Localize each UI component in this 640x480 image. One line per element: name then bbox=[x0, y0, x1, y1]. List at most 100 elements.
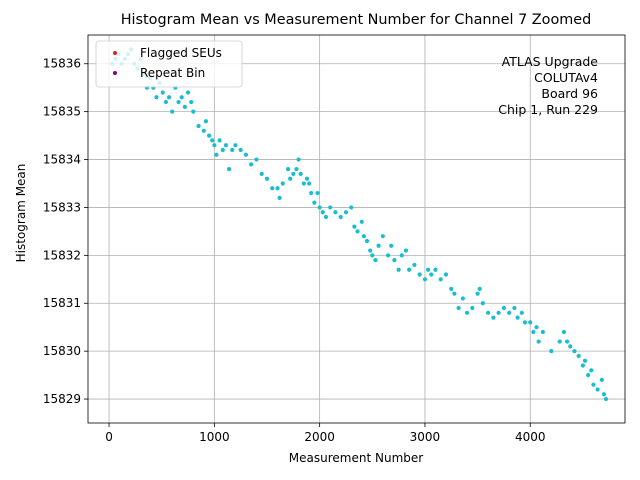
plot-frame bbox=[87, 34, 626, 424]
data-point bbox=[507, 310, 512, 315]
legend-marker bbox=[113, 71, 117, 75]
data-point bbox=[291, 171, 296, 177]
data-point bbox=[294, 167, 299, 172]
data-point bbox=[536, 339, 541, 344]
x-tick-label: 1000 bbox=[199, 430, 230, 444]
data-point bbox=[480, 301, 485, 306]
legend-label: Repeat Bin bbox=[140, 66, 205, 80]
data-point bbox=[501, 305, 507, 311]
x-tick-label: 4000 bbox=[515, 430, 546, 444]
data-point bbox=[206, 133, 212, 138]
data-point bbox=[412, 262, 417, 268]
data-point bbox=[285, 167, 291, 172]
x-tick-label: 3000 bbox=[410, 430, 441, 444]
x-tick-label: 0 bbox=[105, 430, 113, 444]
data-point bbox=[449, 286, 454, 291]
data-point bbox=[296, 157, 301, 162]
data-point bbox=[486, 310, 491, 315]
data-point bbox=[259, 171, 264, 177]
y-tick-label: 15836 bbox=[43, 57, 81, 71]
data-point bbox=[496, 310, 501, 315]
data-point bbox=[475, 291, 480, 296]
data-point bbox=[226, 167, 232, 172]
data-point bbox=[223, 143, 229, 148]
data-point bbox=[385, 253, 391, 258]
data-point bbox=[373, 258, 378, 263]
data-point bbox=[603, 396, 609, 402]
annotation-line: Chip 1, Run 229 bbox=[498, 102, 598, 117]
data-point bbox=[352, 224, 357, 229]
data-point bbox=[203, 119, 209, 124]
data-point bbox=[196, 123, 201, 129]
data-point bbox=[233, 143, 238, 148]
data-point bbox=[277, 195, 282, 200]
chart-title: Histogram Mean vs Measurement Number for… bbox=[121, 12, 592, 28]
data-point bbox=[280, 181, 285, 186]
x-axis-ticks: 0 1000 2000 3000 4000 bbox=[105, 423, 546, 444]
data-point bbox=[214, 152, 219, 157]
data-point bbox=[307, 181, 312, 186]
data-point bbox=[417, 272, 422, 277]
data-point bbox=[512, 305, 517, 311]
data-point bbox=[572, 349, 577, 354]
data-point bbox=[312, 200, 317, 205]
data-point bbox=[380, 234, 385, 239]
data-point bbox=[561, 329, 567, 335]
data-point bbox=[355, 229, 360, 234]
legend-label: Flagged SEUs bbox=[140, 46, 222, 60]
data-point bbox=[201, 128, 206, 133]
data-point bbox=[191, 109, 196, 114]
data-point bbox=[392, 258, 397, 263]
data-point bbox=[304, 176, 310, 181]
y-tick-label: 15833 bbox=[43, 200, 81, 214]
data-point bbox=[599, 377, 604, 382]
data-point bbox=[549, 349, 554, 354]
data-point bbox=[212, 143, 217, 148]
y-tick-label: 15831 bbox=[43, 296, 81, 310]
data-point bbox=[182, 104, 187, 109]
data-point bbox=[338, 214, 343, 220]
data-point bbox=[601, 392, 607, 397]
data-point bbox=[522, 320, 528, 325]
data-point bbox=[166, 95, 172, 100]
data-point bbox=[534, 325, 539, 330]
data-point bbox=[163, 99, 169, 105]
data-point bbox=[403, 248, 409, 253]
annotation-line: ATLAS Upgrade bbox=[502, 54, 599, 69]
data-point bbox=[591, 382, 596, 387]
y-tick-label: 15832 bbox=[43, 248, 81, 262]
data-point bbox=[586, 372, 591, 378]
y-tick-label: 15834 bbox=[43, 153, 81, 167]
data-point bbox=[275, 186, 280, 191]
data-point bbox=[217, 138, 222, 143]
data-point bbox=[443, 272, 449, 277]
x-axis-label: Measurement Number bbox=[289, 451, 423, 465]
data-point bbox=[491, 315, 496, 320]
y-axis-label: Histogram Mean bbox=[14, 164, 28, 263]
data-point bbox=[464, 310, 470, 315]
data-point bbox=[264, 176, 270, 181]
data-point bbox=[470, 305, 475, 311]
data-point bbox=[580, 363, 585, 368]
data-point bbox=[429, 272, 434, 277]
data-point bbox=[477, 286, 482, 291]
data-point bbox=[343, 210, 349, 215]
data-point bbox=[456, 305, 461, 311]
data-point bbox=[170, 109, 175, 114]
data-point bbox=[396, 267, 401, 272]
data-point bbox=[317, 205, 322, 210]
annotation-line: COLUTAv4 bbox=[534, 70, 598, 85]
data-point bbox=[540, 329, 545, 335]
data-point bbox=[320, 210, 325, 215]
data-point bbox=[270, 186, 275, 191]
data-point bbox=[515, 315, 520, 320]
data-point bbox=[528, 320, 533, 325]
data-point bbox=[210, 138, 215, 143]
data-point bbox=[460, 296, 465, 301]
data-point bbox=[361, 234, 366, 239]
data-point bbox=[176, 99, 181, 105]
data-point bbox=[179, 95, 184, 100]
data-point bbox=[557, 339, 562, 344]
